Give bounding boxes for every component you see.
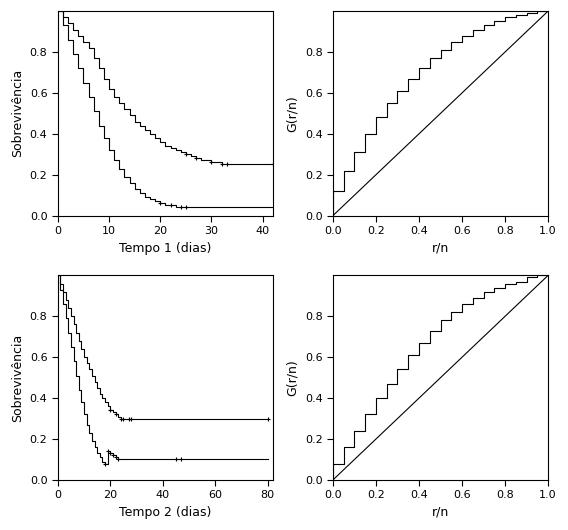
Y-axis label: Sobrevivência: Sobrevivência xyxy=(11,333,24,422)
Y-axis label: G(r/n): G(r/n) xyxy=(286,359,299,396)
Y-axis label: G(r/n): G(r/n) xyxy=(286,95,299,132)
X-axis label: r/n: r/n xyxy=(432,242,449,254)
X-axis label: r/n: r/n xyxy=(432,506,449,519)
Y-axis label: Sobrevivência: Sobrevivência xyxy=(11,69,24,157)
X-axis label: Tempo 1 (dias): Tempo 1 (dias) xyxy=(119,242,211,254)
X-axis label: Tempo 2 (dias): Tempo 2 (dias) xyxy=(119,506,211,519)
